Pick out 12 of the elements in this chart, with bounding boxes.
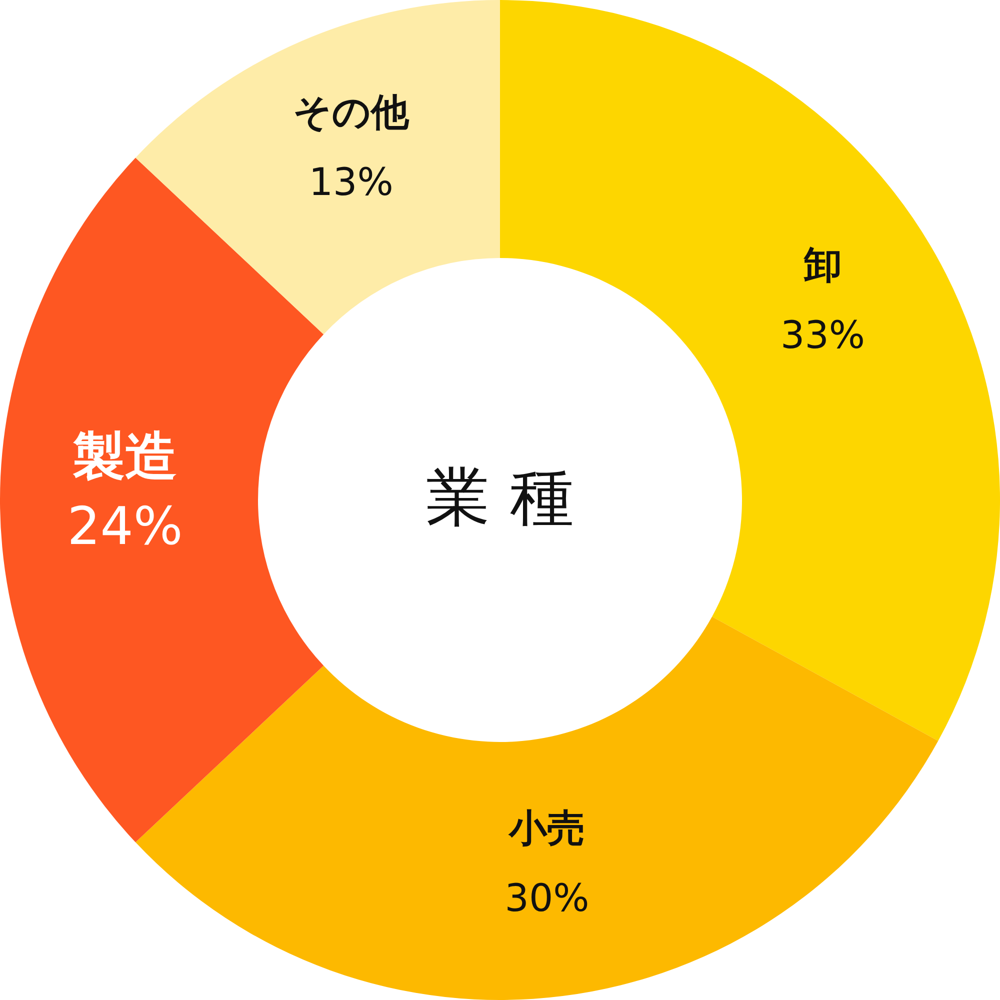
data-label: 30% bbox=[504, 876, 590, 920]
slice-label: その他 bbox=[293, 90, 410, 134]
donut-slice bbox=[136, 0, 500, 334]
slice-label: 製造 bbox=[72, 427, 177, 487]
donut-slice bbox=[500, 0, 1000, 741]
data-label: 33% bbox=[780, 313, 866, 358]
donut-slice bbox=[136, 616, 938, 1000]
data-label: 13% bbox=[308, 160, 394, 204]
text: 業 種 bbox=[426, 461, 574, 535]
data-label: 24% bbox=[67, 497, 183, 557]
slice-label: 小売 bbox=[508, 806, 585, 850]
slice-label: 卸 bbox=[802, 243, 842, 288]
